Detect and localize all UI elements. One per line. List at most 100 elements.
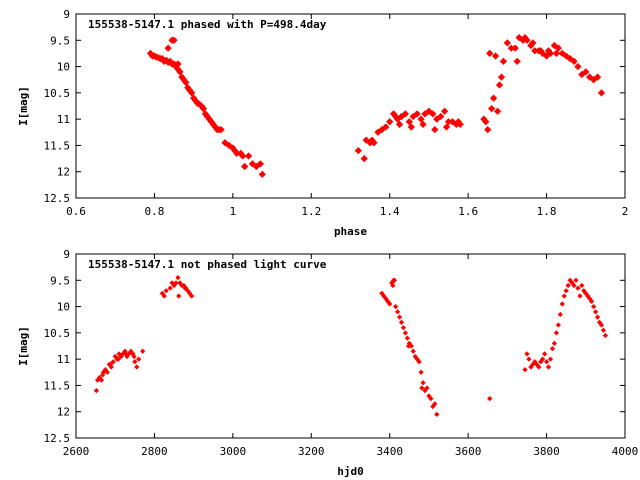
top-chart-xtick-label: 0.8 [144, 205, 164, 218]
top-chart-ytick-label: 11.5 [44, 139, 71, 152]
top-chart-ytick-label: 11 [57, 113, 70, 126]
bottom-chart-data-point [110, 359, 116, 365]
top-chart-data-point [417, 115, 425, 123]
bottom-chart-ytick-label: 12.5 [44, 432, 71, 445]
bottom-chart-data-point [410, 348, 416, 354]
top-chart-panel: phase I[mag] 0.6 0.8 1 1.2 1.4 1.6 1.8 2 9 9.5 10 1… [17, 8, 628, 238]
top-chart-data-point [425, 107, 433, 115]
bottom-chart-data-point [132, 359, 138, 365]
bottom-chart-data-point [100, 372, 106, 378]
bottom-chart-data-point [104, 369, 110, 375]
bottom-chart-data-point [573, 277, 579, 283]
top-chart-ytick-label: 10.5 [44, 87, 71, 100]
bottom-chart-data-point [418, 369, 424, 375]
bottom-chart-data-point [522, 367, 528, 373]
bottom-chart-data-point [577, 293, 583, 299]
top-chart-data-point [382, 123, 390, 131]
bottom-chart-xtick-label: 3200 [298, 445, 325, 458]
bottom-chart-data-point [391, 277, 398, 283]
top-chart-data-point [491, 52, 500, 60]
top-chart-xlabel: phase [334, 225, 367, 238]
top-chart-ytick-label: 12 [57, 166, 70, 179]
bottom-chart-data-point [420, 380, 426, 386]
top-chart-data-point [370, 139, 378, 147]
bottom-chart-data-point [176, 293, 182, 299]
top-chart-ytick-label: 9 [63, 8, 70, 21]
bottom-chart-data-point [398, 319, 405, 325]
bottom-chart-ytick-label: 11 [57, 353, 70, 366]
top-chart-xtick-label: 1.2 [301, 205, 321, 218]
bottom-chart-data-point [565, 282, 571, 289]
top-chart-ylabel: I[mag] [17, 86, 30, 126]
top-chart-data-point [413, 110, 421, 118]
top-chart-data-point [239, 152, 247, 160]
top-chart-ytick-label: 12.5 [44, 192, 71, 205]
top-chart-data-point [537, 47, 545, 55]
bottom-chart-ytick-label: 11.5 [44, 379, 71, 392]
bottom-chart-data-point [589, 298, 595, 304]
bottom-chart-data-point [428, 395, 434, 402]
bottom-chart-data-point [424, 385, 430, 391]
top-chart-data-point [495, 81, 504, 89]
top-chart-data-point [431, 126, 439, 134]
top-chart-data-point [182, 78, 190, 86]
bottom-chart-data-point [541, 351, 548, 357]
top-chart-data-point [199, 105, 208, 113]
top-chart-data-point [174, 60, 182, 68]
top-chart-data-point [562, 52, 570, 60]
top-chart-data-point [401, 110, 410, 118]
bottom-chart-data-point [390, 282, 396, 289]
bottom-chart-data-point [387, 301, 393, 307]
top-chart-xtick-label: 0.6 [66, 205, 86, 218]
bottom-chart-data-point [551, 340, 558, 346]
top-chart-data-point [225, 141, 233, 150]
top-chart-data-point [170, 36, 178, 44]
bottom-chart-xtick-label: 3000 [220, 445, 247, 458]
top-chart-xtick-label: 1 [230, 205, 237, 218]
top-chart-xtick-label: 1.4 [380, 205, 400, 218]
bottom-chart-data-point [545, 364, 552, 370]
bottom-chart-data-point [98, 377, 105, 383]
top-chart-data-point [164, 44, 172, 52]
top-chart-xtick-label: 1.6 [458, 205, 478, 218]
bottom-chart-data-point [189, 293, 195, 299]
top-chart-xtick-label: 2 [622, 205, 629, 218]
top-chart-data-point [437, 112, 445, 121]
bottom-chart-data-point [115, 356, 121, 362]
top-chart-data-point [256, 160, 264, 168]
bottom-chart-data-point [561, 293, 567, 299]
bottom-chart-frame [75, 253, 626, 439]
bottom-chart-data-point [93, 388, 100, 394]
bottom-chart-data-point [571, 282, 577, 289]
bottom-chart-data-point [392, 303, 399, 310]
bottom-chart-ylabel: I[mag] [17, 326, 30, 366]
bottom-chart-data-point [559, 301, 565, 307]
bottom-chart-data-point [432, 401, 438, 407]
top-chart-data-point [360, 154, 368, 163]
bottom-chart-data-point [404, 335, 410, 341]
top-chart-xtick-label: 1.8 [537, 205, 557, 218]
top-chart-data-point [574, 62, 582, 71]
top-chart-data-point [544, 47, 553, 55]
top-chart-data-point [484, 126, 492, 134]
top-chart-data-point [244, 152, 253, 160]
top-chart-data-point [511, 44, 519, 52]
bottom-chart-xtick-label: 2600 [63, 445, 90, 458]
top-chart-data-point [570, 57, 578, 65]
top-chart-data-point [442, 123, 451, 131]
bottom-chart-data-point [526, 356, 532, 362]
bottom-chart-data-point [434, 411, 440, 417]
bottom-chart-ytick-label: 10 [57, 301, 70, 314]
top-chart-data-point [488, 105, 496, 113]
bottom-chart-data-point [575, 285, 581, 291]
top-chart-title: 155538-5147.1 phased with P=498.4day [88, 18, 327, 31]
bottom-chart-data-point [107, 361, 114, 368]
top-chart-data-point [493, 107, 502, 115]
bottom-chart-data-point [136, 356, 142, 362]
bottom-chart-data-point [557, 311, 563, 318]
bottom-chart-data-point [563, 288, 569, 294]
bottom-chart-data-point [134, 364, 140, 370]
bottom-chart-data-point [547, 356, 554, 362]
top-chart-data-point [240, 162, 249, 171]
